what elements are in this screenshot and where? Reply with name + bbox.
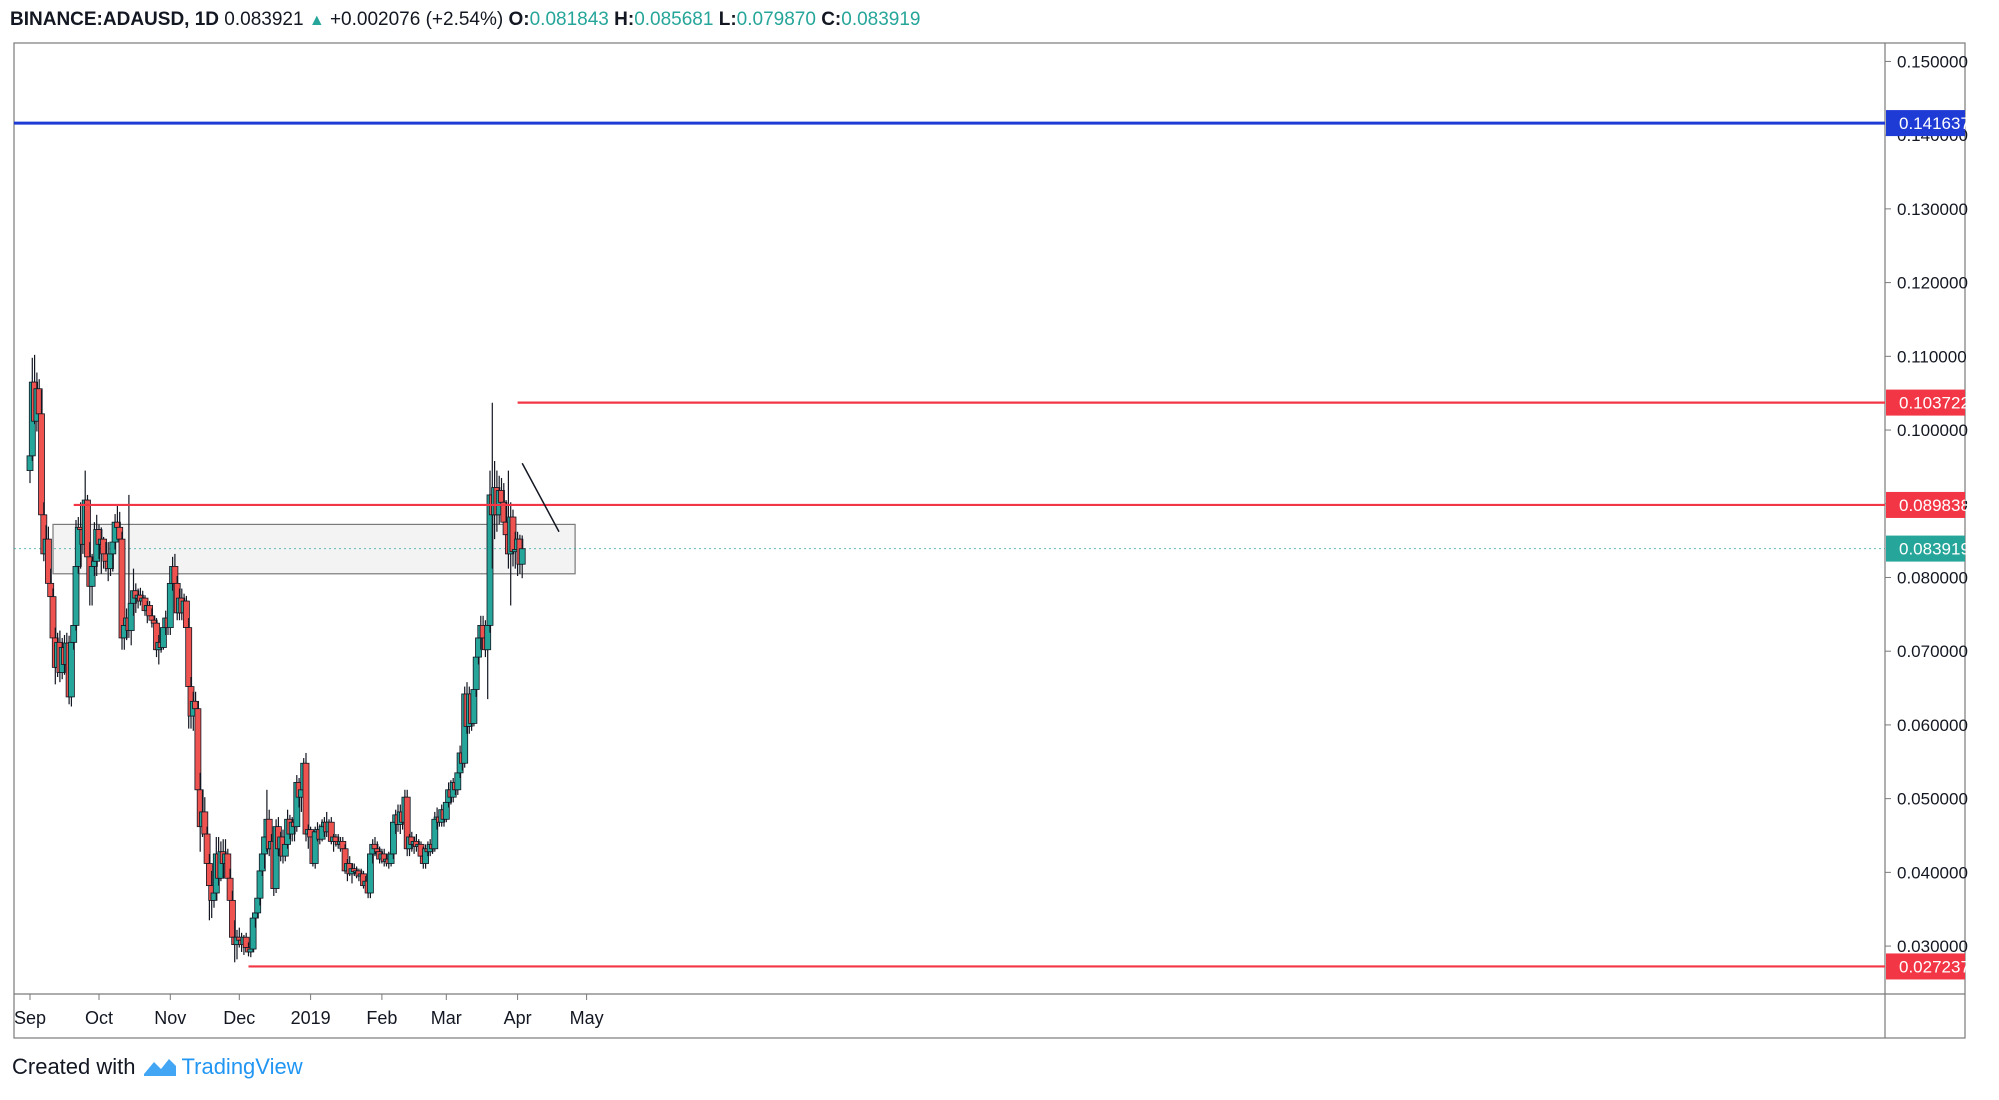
candle-body <box>72 566 80 626</box>
tradingview-brand[interactable]: TradingView <box>181 1054 303 1079</box>
y-tick-label: 0.150000 <box>1897 52 1968 71</box>
level-price-label: 0.089838 <box>1899 496 1970 515</box>
y-tick-label: 0.070000 <box>1897 642 1968 661</box>
candle-body <box>68 641 75 698</box>
x-tick-label: 2019 <box>291 1008 331 1028</box>
open-value: 0.081843 <box>529 9 609 30</box>
y-tick-label: 0.100000 <box>1897 421 1968 440</box>
close-value: 0.083919 <box>841 9 921 30</box>
y-tick-label: 0.130000 <box>1897 200 1968 219</box>
level-price-tag <box>1886 110 1965 137</box>
y-tick-label: 0.120000 <box>1897 274 1968 293</box>
y-tick-label: 0.080000 <box>1897 568 1968 587</box>
level-price-label: 0.103722 <box>1899 394 1970 413</box>
price-change: +0.002076 (+2.54%) <box>329 9 504 30</box>
candle-body <box>38 413 45 516</box>
level-price-tag <box>1886 389 1965 416</box>
consolidation-zone <box>52 523 576 575</box>
x-tick-label: Oct <box>85 1008 113 1028</box>
close-label: C: <box>821 9 842 30</box>
level-price-tag <box>1886 491 1965 518</box>
x-tick-label: Mar <box>431 1008 462 1028</box>
tradingview-logo-icon <box>143 1059 176 1076</box>
candle-body <box>518 548 526 565</box>
y-tick-label: 0.040000 <box>1897 863 1968 882</box>
x-tick-label: Feb <box>366 1008 397 1028</box>
x-tick-label: Apr <box>504 1008 532 1028</box>
symbol-label: BINANCE:ADAUSD, 1D <box>10 9 220 30</box>
open-label: O: <box>508 9 530 30</box>
high-value: 0.085681 <box>634 9 714 30</box>
y-tick-label: 0.050000 <box>1897 790 1968 809</box>
high-label: H: <box>614 9 635 30</box>
level-price-label: 0.083919 <box>1899 540 1970 559</box>
low-label: L: <box>718 9 737 30</box>
low-value: 0.079870 <box>736 9 816 30</box>
chart-header: BINANCE:ADAUSD, 1D 0.083921 ▲ +0.002076 … <box>10 2 921 38</box>
created-with-label: Created with <box>12 1054 136 1079</box>
x-tick-label: Dec <box>223 1008 255 1028</box>
last-price: 0.083921 <box>224 9 304 30</box>
y-tick-label: 0.030000 <box>1897 937 1968 956</box>
x-tick-label: Sep <box>14 1008 46 1028</box>
candle-body <box>302 762 310 835</box>
x-tick-label: May <box>570 1008 604 1028</box>
up-triangle-icon: ▲ <box>308 12 325 29</box>
level-price-tag <box>1886 953 1965 980</box>
level-price-label: 0.027237 <box>1899 957 1970 976</box>
y-tick-label: 0.110000 <box>1897 347 1967 366</box>
level-price-label: 0.141637 <box>1899 114 1970 133</box>
footer: Created with TradingView <box>12 1054 303 1080</box>
x-tick-label: Nov <box>154 1008 186 1028</box>
y-tick-label: 0.060000 <box>1897 716 1968 735</box>
level-price-tag <box>1886 535 1965 562</box>
descending-trendline <box>521 462 560 533</box>
